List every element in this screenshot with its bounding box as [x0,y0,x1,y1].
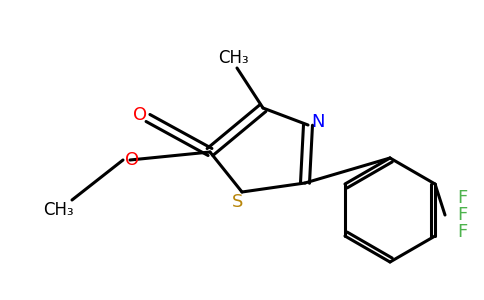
Text: O: O [133,106,147,124]
Text: S: S [232,193,243,211]
Text: CH₃: CH₃ [43,201,73,219]
Text: F: F [457,189,467,207]
Text: O: O [125,151,139,169]
Text: F: F [457,223,467,241]
Text: CH₃: CH₃ [218,49,248,67]
Text: F: F [457,206,467,224]
Text: N: N [311,113,325,131]
